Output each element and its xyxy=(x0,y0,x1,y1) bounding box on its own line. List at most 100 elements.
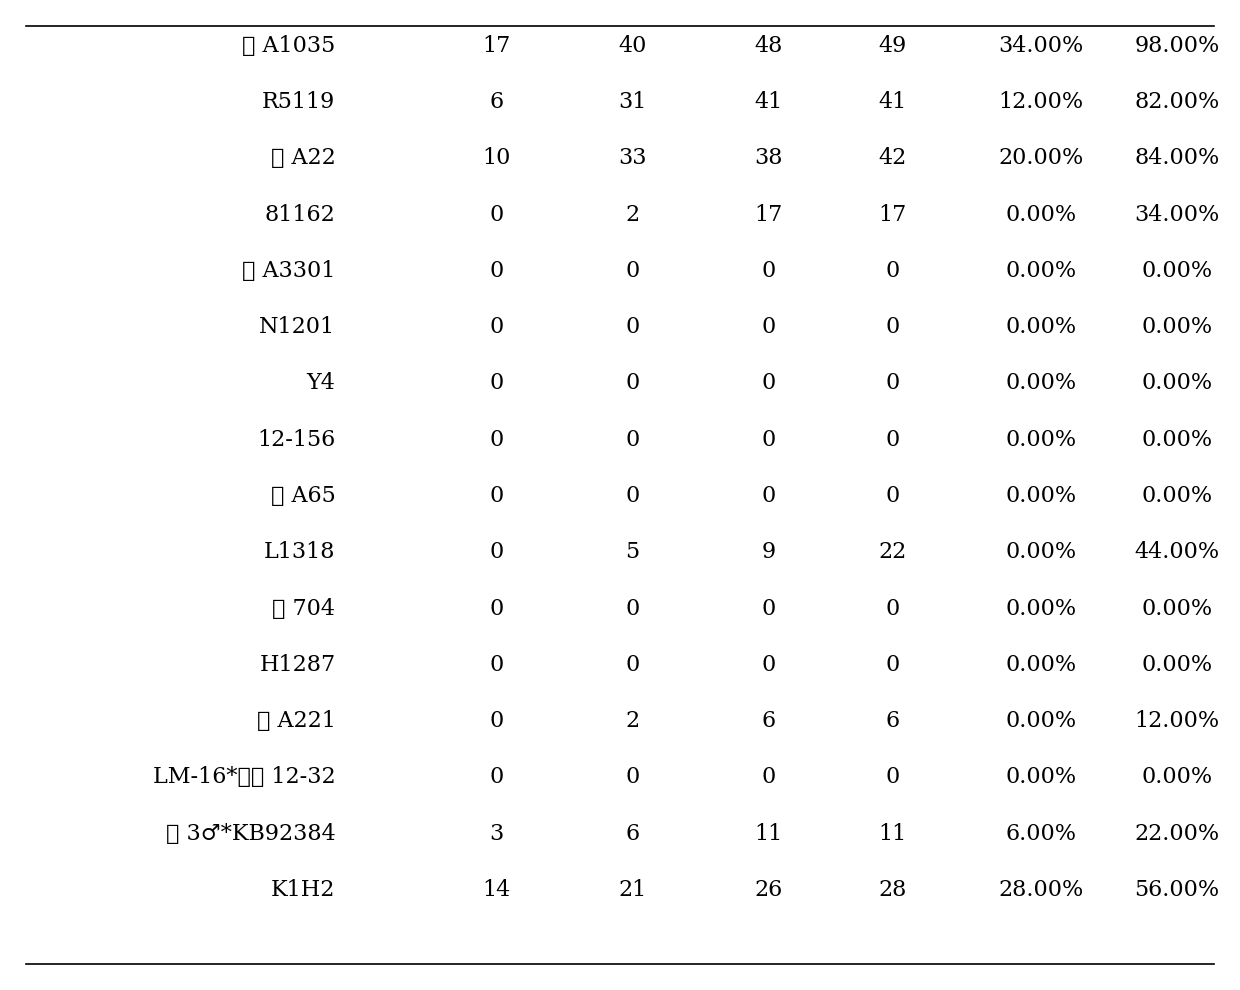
Text: 0: 0 xyxy=(885,766,899,788)
Text: 0: 0 xyxy=(625,260,640,282)
Text: 0: 0 xyxy=(761,372,775,394)
Text: 吉 A1035: 吉 A1035 xyxy=(242,35,336,56)
Text: N1201: N1201 xyxy=(259,316,336,339)
Text: 0.00%: 0.00% xyxy=(1141,485,1213,507)
Text: 0: 0 xyxy=(761,316,775,339)
Text: 17: 17 xyxy=(754,204,782,226)
Text: 0.00%: 0.00% xyxy=(1006,260,1076,282)
Text: 0.00%: 0.00% xyxy=(1006,542,1076,563)
Text: 0: 0 xyxy=(625,766,640,788)
Text: 0: 0 xyxy=(489,542,503,563)
Text: 33: 33 xyxy=(618,148,646,169)
Text: 10: 10 xyxy=(482,148,511,169)
Text: 0: 0 xyxy=(489,485,503,507)
Text: 0.00%: 0.00% xyxy=(1141,653,1213,676)
Text: 美 3♂*KB92384: 美 3♂*KB92384 xyxy=(166,823,336,844)
Text: Y4: Y4 xyxy=(306,372,336,394)
Text: 0.00%: 0.00% xyxy=(1006,429,1076,450)
Text: 31: 31 xyxy=(619,91,646,113)
Text: 0: 0 xyxy=(625,653,640,676)
Text: LM-16*高速 12-32: LM-16*高速 12-32 xyxy=(153,766,336,788)
Text: 5: 5 xyxy=(625,542,640,563)
Text: 吉 A221: 吉 A221 xyxy=(257,710,336,732)
Text: 6: 6 xyxy=(885,710,899,732)
Text: 6.00%: 6.00% xyxy=(1006,823,1076,844)
Text: 81162: 81162 xyxy=(264,204,336,226)
Text: 17: 17 xyxy=(878,204,906,226)
Text: 6: 6 xyxy=(490,91,503,113)
Text: 3: 3 xyxy=(489,823,503,844)
Text: 0: 0 xyxy=(489,429,503,450)
Text: 84.00%: 84.00% xyxy=(1135,148,1219,169)
Text: 0: 0 xyxy=(489,598,503,620)
Text: 0: 0 xyxy=(885,598,899,620)
Text: 吉 A65: 吉 A65 xyxy=(270,485,336,507)
Text: 0: 0 xyxy=(625,316,640,339)
Text: 0: 0 xyxy=(489,653,503,676)
Text: 0: 0 xyxy=(761,429,775,450)
Text: 0: 0 xyxy=(761,766,775,788)
Text: 26: 26 xyxy=(754,879,782,901)
Text: 甘 704: 甘 704 xyxy=(273,598,336,620)
Text: 0.00%: 0.00% xyxy=(1141,598,1213,620)
Text: 0: 0 xyxy=(761,653,775,676)
Text: K1H2: K1H2 xyxy=(272,879,336,901)
Text: 0.00%: 0.00% xyxy=(1006,372,1076,394)
Text: 0: 0 xyxy=(625,485,640,507)
Text: 56.00%: 56.00% xyxy=(1135,879,1219,901)
Text: 0.00%: 0.00% xyxy=(1006,710,1076,732)
Text: 11: 11 xyxy=(878,823,906,844)
Text: 6: 6 xyxy=(761,710,775,732)
Text: 21: 21 xyxy=(619,879,646,901)
Text: 22: 22 xyxy=(878,542,906,563)
Text: 28.00%: 28.00% xyxy=(998,879,1084,901)
Text: 0.00%: 0.00% xyxy=(1006,485,1076,507)
Text: 6: 6 xyxy=(625,823,640,844)
Text: 28: 28 xyxy=(878,879,906,901)
Text: 吉 A22: 吉 A22 xyxy=(270,148,336,169)
Text: 0.00%: 0.00% xyxy=(1141,429,1213,450)
Text: 0: 0 xyxy=(761,485,775,507)
Text: 0.00%: 0.00% xyxy=(1141,260,1213,282)
Text: 44.00%: 44.00% xyxy=(1135,542,1219,563)
Text: 41: 41 xyxy=(754,91,782,113)
Text: 41: 41 xyxy=(878,91,906,113)
Text: 2: 2 xyxy=(625,710,640,732)
Text: 吉 A3301: 吉 A3301 xyxy=(242,260,336,282)
Text: 0.00%: 0.00% xyxy=(1006,598,1076,620)
Text: 42: 42 xyxy=(878,148,906,169)
Text: 0: 0 xyxy=(625,598,640,620)
Text: 0: 0 xyxy=(489,372,503,394)
Text: 9: 9 xyxy=(761,542,775,563)
Text: 2: 2 xyxy=(625,204,640,226)
Text: 11: 11 xyxy=(754,823,782,844)
Text: 12.00%: 12.00% xyxy=(998,91,1084,113)
Text: 20.00%: 20.00% xyxy=(998,148,1084,169)
Text: 0: 0 xyxy=(885,485,899,507)
Text: 0: 0 xyxy=(885,316,899,339)
Text: 0.00%: 0.00% xyxy=(1006,316,1076,339)
Text: R5119: R5119 xyxy=(262,91,336,113)
Text: 0: 0 xyxy=(885,429,899,450)
Text: 0.00%: 0.00% xyxy=(1006,204,1076,226)
Text: 0: 0 xyxy=(885,653,899,676)
Text: H1287: H1287 xyxy=(259,653,336,676)
Text: 0: 0 xyxy=(489,766,503,788)
Text: 0: 0 xyxy=(489,710,503,732)
Text: 40: 40 xyxy=(619,35,646,56)
Text: 49: 49 xyxy=(878,35,906,56)
Text: 12-156: 12-156 xyxy=(257,429,336,450)
Text: 0: 0 xyxy=(489,316,503,339)
Text: 0: 0 xyxy=(885,260,899,282)
Text: 0.00%: 0.00% xyxy=(1141,316,1213,339)
Text: 22.00%: 22.00% xyxy=(1135,823,1219,844)
Text: 0.00%: 0.00% xyxy=(1006,766,1076,788)
Text: 17: 17 xyxy=(482,35,511,56)
Text: 82.00%: 82.00% xyxy=(1135,91,1219,113)
Text: 0.00%: 0.00% xyxy=(1006,653,1076,676)
Text: 0: 0 xyxy=(625,429,640,450)
Text: 98.00%: 98.00% xyxy=(1135,35,1219,56)
Text: 0: 0 xyxy=(761,598,775,620)
Text: 0.00%: 0.00% xyxy=(1141,372,1213,394)
Text: L1318: L1318 xyxy=(264,542,336,563)
